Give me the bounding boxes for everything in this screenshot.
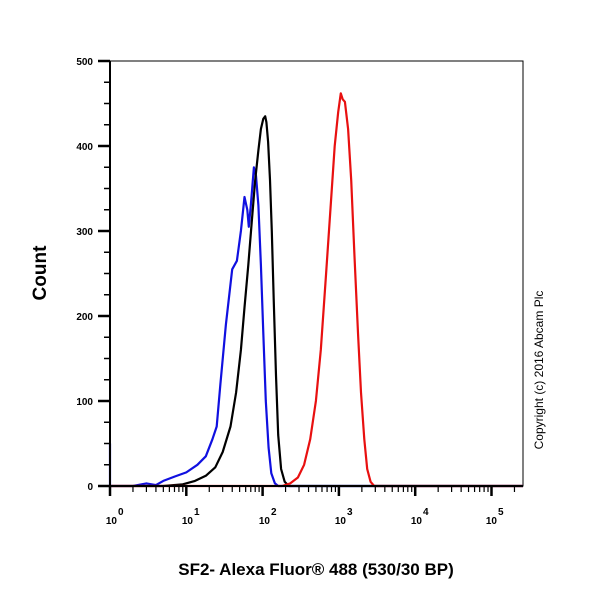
- x-axis-title: SF2- Alexa Fluor® 488 (530/30 BP): [178, 560, 454, 579]
- series-black-histogram: [110, 115, 523, 488]
- x-tick-exp: 4: [423, 507, 429, 518]
- copyright-notice: Copyright (c) 2016 Abcam Plc: [532, 291, 546, 450]
- y-axis-ticks: [98, 59, 110, 488]
- y-tick-label-400: 400: [76, 142, 93, 153]
- x-tick-label-1e1: 101: [182, 507, 200, 527]
- x-tick-label-1e3: 103: [335, 507, 353, 527]
- y-tick-label-200: 200: [76, 312, 93, 323]
- x-tick-base: 10: [411, 516, 423, 527]
- y-tick-label-300: 300: [76, 227, 93, 238]
- x-tick-exp: 5: [498, 507, 504, 518]
- series-red-histogram: [110, 92, 523, 488]
- series-layer: [108, 92, 523, 488]
- x-tick-exp: 0: [118, 507, 124, 518]
- y-tick-label-100: 100: [76, 397, 93, 408]
- x-tick-label-1e5: 105: [486, 507, 504, 527]
- x-tick-exp: 3: [347, 507, 353, 518]
- series-blue-histogram: [108, 166, 523, 488]
- x-tick-base: 10: [182, 516, 194, 527]
- plot-area: [109, 60, 524, 487]
- y-tick-label-500: 500: [76, 57, 93, 68]
- x-tick-base: 10: [335, 516, 347, 527]
- x-tick-base: 10: [486, 516, 498, 527]
- x-tick-label-1e0: 100: [106, 507, 124, 527]
- x-tick-exp: 1: [194, 507, 200, 518]
- y-tick-label-0: 0: [87, 482, 93, 493]
- x-tick-label-1e4: 104: [411, 507, 429, 527]
- x-tick-exp: 2: [271, 507, 277, 518]
- y-axis-title: Count: [30, 245, 51, 301]
- x-tick-base: 10: [259, 516, 271, 527]
- x-axis-ticks: [108, 486, 516, 496]
- x-tick-base: 10: [106, 516, 118, 527]
- x-tick-label-1e2: 102: [259, 507, 277, 527]
